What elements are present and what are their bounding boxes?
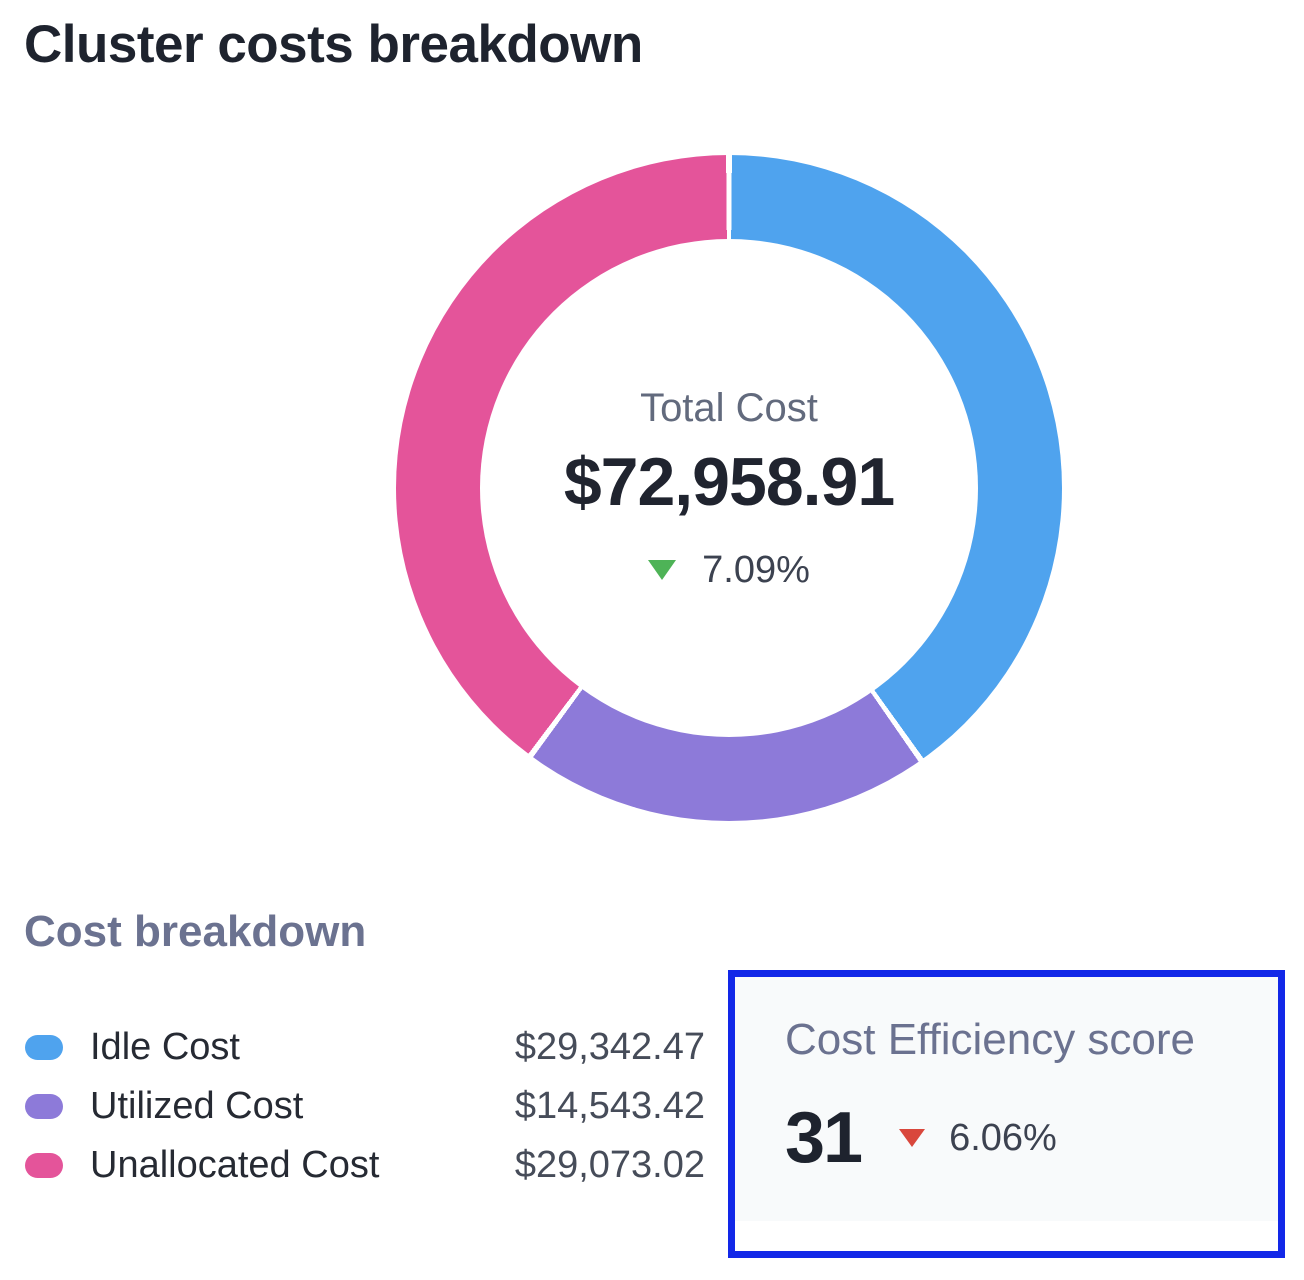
- legend: Idle Cost $29,342.47 Utilized Cost $14,5…: [25, 1025, 705, 1186]
- cost-efficiency-change-value: 6.06%: [949, 1116, 1057, 1159]
- legend-value: $29,342.47: [514, 1025, 705, 1068]
- legend-row-idle-cost[interactable]: Idle Cost $29,342.47: [25, 1025, 705, 1068]
- legend-value: $29,073.02: [514, 1143, 705, 1186]
- legend-row-utilized-cost[interactable]: Utilized Cost $14,543.42: [25, 1084, 705, 1127]
- cost-efficiency-score: 31: [785, 1098, 863, 1178]
- cost-efficiency-card[interactable]: Cost Efficiency score 31 6.06%: [728, 970, 1285, 1258]
- trend-down-icon: [899, 1129, 926, 1147]
- total-cost-change-value: 7.09%: [702, 549, 810, 591]
- total-cost-value: $72,958.91: [563, 444, 895, 520]
- total-cost-label: Total Cost: [640, 386, 818, 430]
- donut-chart: Total Cost $72,958.91 7.09%: [396, 155, 1062, 821]
- total-cost-change: 7.09%: [648, 548, 810, 592]
- unallocated-cost-swatch-icon: [25, 1152, 63, 1178]
- legend-label: Idle Cost: [90, 1025, 240, 1068]
- donut-hole: [480, 239, 978, 737]
- cost-efficiency-score-row: 31 6.06%: [785, 1098, 1278, 1178]
- donut-center: Total Cost $72,958.91 7.09%: [396, 155, 1062, 821]
- trend-down-icon: [648, 560, 677, 580]
- legend-row-unallocated-cost[interactable]: Unallocated Cost $29,073.02: [25, 1143, 705, 1186]
- utilized-cost-swatch-icon: [25, 1093, 63, 1119]
- legend-label: Unallocated Cost: [90, 1143, 380, 1186]
- cost-efficiency-title: Cost Efficiency score: [785, 1015, 1196, 1064]
- cost-breakdown-heading: Cost breakdown: [24, 907, 367, 956]
- legend-value: $14,543.42: [514, 1084, 705, 1127]
- legend-label: Utilized Cost: [90, 1084, 304, 1127]
- idle-cost-swatch-icon: [25, 1034, 63, 1060]
- page-title: Cluster costs breakdown: [24, 15, 643, 74]
